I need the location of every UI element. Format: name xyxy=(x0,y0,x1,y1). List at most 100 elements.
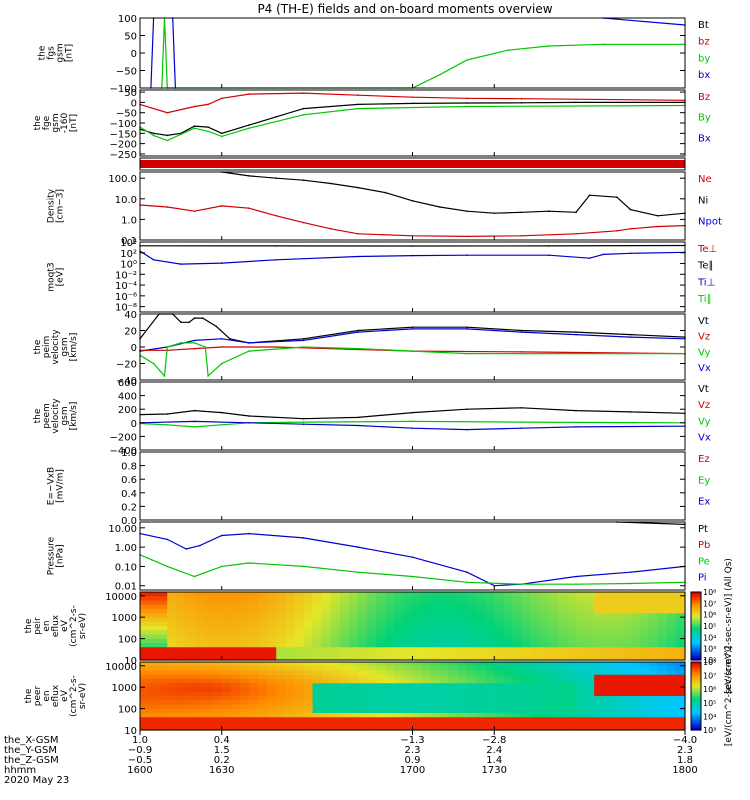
spectrogram-cell xyxy=(249,655,259,661)
spectrogram-cell xyxy=(648,696,659,701)
spectrogram-cell xyxy=(576,655,586,661)
spectrogram-cell xyxy=(630,725,641,731)
colorbar-tick-label: 10⁴ xyxy=(703,633,716,642)
spectrogram-cell xyxy=(612,647,623,653)
spectrogram-cell xyxy=(140,691,150,697)
spectrogram-cell xyxy=(176,638,187,644)
spectrogram-cell xyxy=(485,626,495,631)
spectrogram-cell xyxy=(212,634,223,640)
spectrogram-cell xyxy=(467,683,477,689)
y-tick-label: 50 xyxy=(124,32,137,43)
spectrogram-cell xyxy=(639,600,650,606)
spectrogram-cell xyxy=(485,674,495,680)
spectrogram-cell xyxy=(312,626,323,631)
y-axis-label: E=−VxB xyxy=(47,467,57,505)
y-axis-label: (cm^2-s- xyxy=(69,605,79,647)
spectrogram-cell xyxy=(476,621,486,627)
spectrogram-cell xyxy=(585,683,595,689)
spectrogram-cell xyxy=(194,683,205,689)
colorbar-segment xyxy=(691,608,701,611)
spectrogram-cell xyxy=(367,630,377,636)
spectrogram-cell xyxy=(194,604,205,610)
spectrogram-cell xyxy=(176,717,187,723)
spectrogram-cell xyxy=(412,626,423,631)
spectrogram-cell xyxy=(530,651,541,657)
spectrogram-cell xyxy=(158,638,168,644)
spectrogram-cell xyxy=(258,708,268,714)
series-Vt-point xyxy=(411,326,414,329)
spectrogram-cell xyxy=(512,670,523,676)
spectrogram-cell xyxy=(430,621,441,627)
spectrogram-cell xyxy=(412,604,423,610)
series-by-point xyxy=(548,45,550,47)
spectrogram-cell xyxy=(394,708,405,714)
series-Te-point xyxy=(275,245,278,247)
series-Vx-point xyxy=(248,422,250,424)
spectrogram-cell xyxy=(639,696,650,701)
spectrogram-cell xyxy=(394,638,405,644)
spectrogram-cell xyxy=(421,621,432,627)
spectrogram-cell xyxy=(358,713,368,718)
spectrogram-cell xyxy=(330,604,341,610)
spectrogram-cell xyxy=(249,609,259,614)
series-Ne-point xyxy=(629,228,632,230)
spectrogram-cell xyxy=(585,708,595,714)
x-tick-label: −1.3 xyxy=(400,735,424,746)
spectrogram-cell xyxy=(367,713,377,718)
spectrogram-cell xyxy=(303,696,314,701)
spectrogram-cell xyxy=(557,634,568,640)
spectrogram-cell xyxy=(367,634,377,640)
spectrogram-cell xyxy=(521,708,532,714)
spectrogram-cell xyxy=(294,604,305,610)
spectrogram-cell xyxy=(267,617,277,623)
spectrogram-cell xyxy=(603,683,613,689)
legend-Pe: Pe xyxy=(698,556,710,567)
spectrogram-cell xyxy=(221,592,232,597)
spectrogram-cell xyxy=(385,600,395,606)
y-tick-label: 10 xyxy=(124,656,137,667)
spectrogram-cell xyxy=(176,592,187,597)
spectrogram-cell xyxy=(294,687,305,693)
spectrogram-cell xyxy=(140,651,150,657)
spectrogram-cell xyxy=(176,609,187,614)
y-tick-label: 10⁻⁶ xyxy=(115,292,137,303)
spectrogram-cell xyxy=(230,596,241,602)
spectrogram-cell xyxy=(212,604,223,610)
spectrogram-cell xyxy=(149,643,159,648)
spectrogram-cell xyxy=(348,679,359,684)
colorbar-tick-label: 10⁷ xyxy=(703,599,716,608)
spectrogram-cell xyxy=(258,696,268,701)
spectrogram-cell xyxy=(421,674,432,680)
x-tick-label: −0.5 xyxy=(128,755,152,766)
spectrogram-cell xyxy=(285,687,296,693)
spectrogram-cell xyxy=(276,647,286,653)
spectrogram-cell xyxy=(439,704,450,710)
spectrogram-cell xyxy=(621,662,632,667)
spectrogram-cell xyxy=(530,721,541,727)
spectrogram-cell xyxy=(630,655,641,661)
colorbar-segment xyxy=(691,654,701,657)
spectrogram-cell xyxy=(566,613,577,619)
spectrogram-cell xyxy=(258,721,268,727)
spectrogram-cell xyxy=(503,630,514,636)
spectrogram-cell xyxy=(385,651,395,657)
spectrogram-cell xyxy=(285,604,296,610)
series-By-point xyxy=(221,135,223,138)
spectrogram-cell xyxy=(385,674,395,680)
spectrogram-cell xyxy=(530,725,541,731)
spectrogram-cell xyxy=(539,643,550,648)
spectrogram-cell xyxy=(512,647,523,653)
spectrogram-cell xyxy=(603,630,613,636)
spectrogram-cell xyxy=(203,630,214,636)
spectrogram-cell xyxy=(294,630,305,636)
spectrogram-cell xyxy=(430,604,441,610)
series-by-point xyxy=(466,59,468,61)
spectrogram-cell xyxy=(158,604,168,610)
spectrogram-cell xyxy=(594,655,604,661)
spectrogram-cell xyxy=(421,704,432,710)
spectrogram-cell xyxy=(158,713,168,718)
spectrogram-cell xyxy=(621,643,632,648)
x-tick-label: 1730 xyxy=(482,765,507,776)
spectrogram-cell xyxy=(421,643,432,648)
spectrogram-cell xyxy=(330,662,341,667)
